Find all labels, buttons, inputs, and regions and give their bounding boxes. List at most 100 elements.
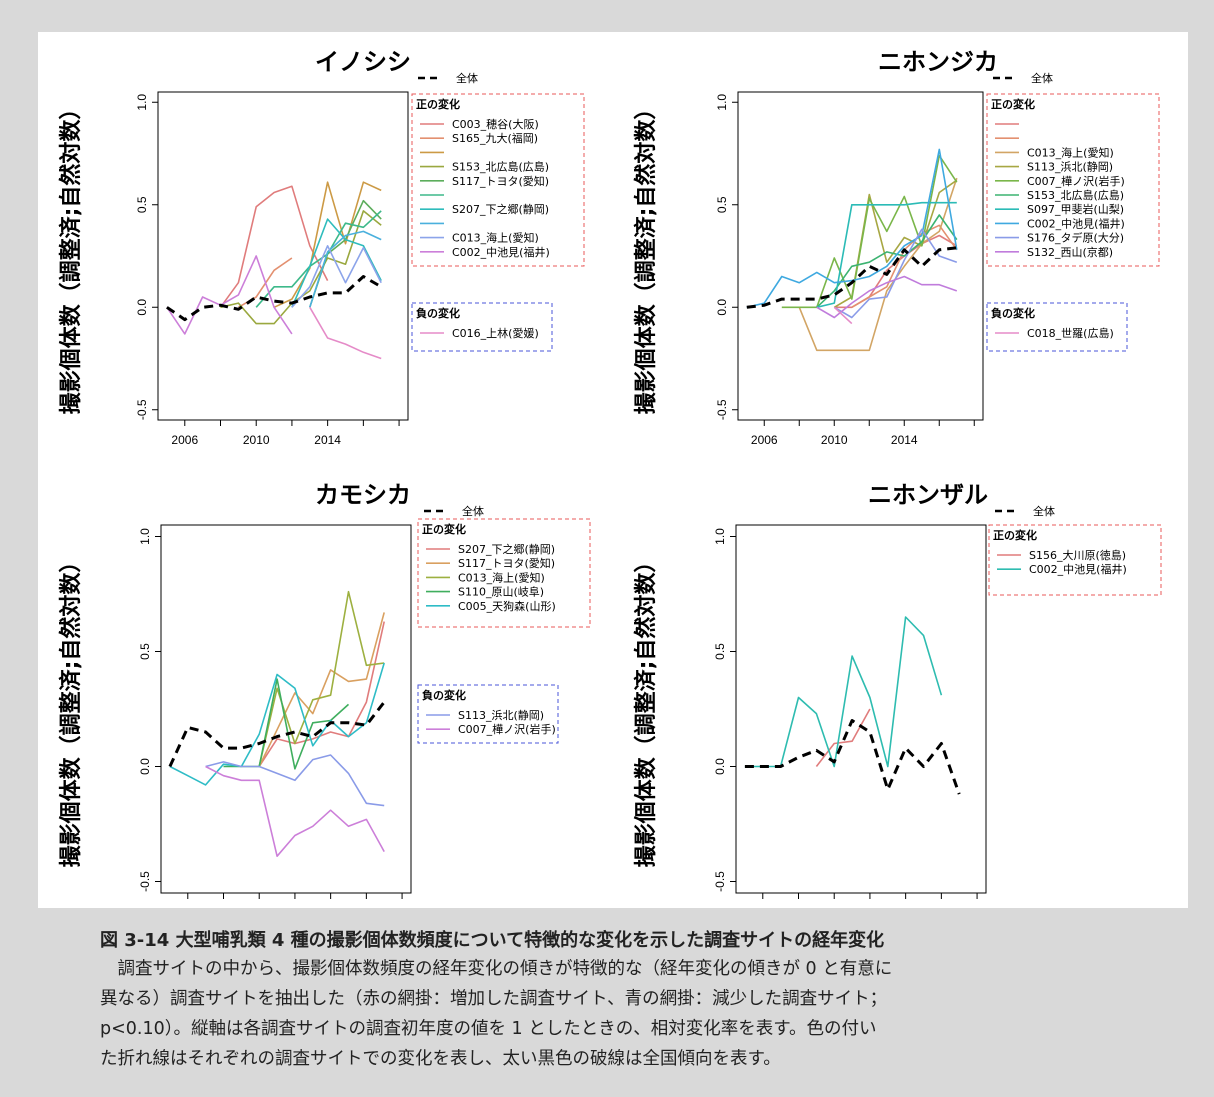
y-tick-label: -0.5 bbox=[715, 399, 729, 420]
legend-positive-box bbox=[986, 93, 1160, 267]
legend-positive-header: 正の変化 bbox=[991, 97, 1035, 111]
legend-positive-label: S153_北広島(広島) bbox=[1027, 188, 1124, 202]
series-line-positive bbox=[833, 179, 958, 308]
legend-negative-label: C007_樺ノ沢(岩手) bbox=[458, 722, 556, 736]
y-tick-label: 0.0 bbox=[135, 299, 149, 316]
legend-positive-label: S176_タデ原(大分) bbox=[1027, 231, 1124, 245]
caption-line: 異なる）調査サイトを抽出した（赤の網掛：増加した調査サイト、青の網掛：減少した調… bbox=[100, 989, 888, 1009]
series-line-positive bbox=[219, 185, 329, 308]
legend-positive-label: C003_穂谷(大阪) bbox=[452, 117, 539, 131]
legend-overall-label: 全体 bbox=[456, 71, 478, 85]
series-line-positive bbox=[291, 245, 382, 308]
series-line-positive bbox=[833, 228, 958, 319]
series-line-positive bbox=[166, 255, 293, 335]
y-tick-label: 0.0 bbox=[713, 758, 727, 775]
y-tick-label: 0.5 bbox=[715, 196, 729, 213]
y-axis-label: 撮影個体数（調整済;自然対数） bbox=[633, 551, 659, 868]
y-tick-label: -0.5 bbox=[135, 399, 149, 420]
x-tick-label: 2014 bbox=[891, 433, 918, 447]
y-tick-label: -0.5 bbox=[713, 871, 727, 892]
legend-positive-box bbox=[417, 518, 591, 628]
y-tick-label: 0.5 bbox=[135, 196, 149, 213]
y-axis-label: 撮影個体数（調整済;自然対数） bbox=[58, 98, 84, 415]
legend-positive-label: S207_下之郷(静岡) bbox=[458, 542, 555, 556]
y-tick-label: 1.0 bbox=[138, 528, 152, 545]
series-line-positive bbox=[746, 148, 958, 309]
y-tick-label: 0.5 bbox=[138, 643, 152, 660]
series-line-positive bbox=[258, 612, 385, 767]
chart-title: ニホンザル bbox=[868, 481, 988, 509]
legend-negative-header: 負の変化 bbox=[416, 306, 460, 320]
legend-positive-label: S117_トヨタ(愛知) bbox=[452, 174, 549, 188]
legend-overall-label: 全体 bbox=[1031, 71, 1053, 85]
legend-negative-header: 負の変化 bbox=[991, 306, 1035, 320]
legend-positive-label: C007_樺ノ沢(岩手) bbox=[1027, 174, 1125, 188]
overall-trend-line bbox=[744, 719, 961, 795]
x-tick-label: 2010 bbox=[246, 906, 273, 908]
x-tick-label: 2014 bbox=[892, 906, 919, 908]
legend-negative-box bbox=[411, 302, 553, 352]
plot-frame bbox=[735, 524, 987, 894]
legend-positive-header: 正の変化 bbox=[422, 522, 466, 536]
series-line-positive bbox=[258, 621, 385, 767]
legend-negative-box bbox=[417, 684, 559, 744]
x-tick-label: 2014 bbox=[314, 433, 341, 447]
x-tick-label: 2010 bbox=[821, 906, 848, 908]
plot-frame bbox=[737, 91, 984, 421]
legend-positive-label: S165_九大(福岡) bbox=[452, 131, 538, 145]
series-line-positive bbox=[781, 154, 958, 309]
y-axis-label: 撮影個体数（調整済;自然対数） bbox=[633, 98, 659, 415]
y-tick-label: 1.0 bbox=[713, 528, 727, 545]
legend-positive-header: 正の変化 bbox=[993, 528, 1037, 542]
legend-positive-label: S117_トヨタ(愛知) bbox=[458, 556, 555, 570]
series-line-positive bbox=[291, 218, 382, 308]
figure-caption: 図 3-14 大型哺乳類 4 種の撮影個体数頻度について特徴的な変化を示した調査… bbox=[100, 928, 1180, 1074]
y-axis-label: 撮影個体数（調整済;自然対数） bbox=[58, 551, 84, 868]
y-tick-label: 0.5 bbox=[713, 643, 727, 660]
series-line-positive bbox=[744, 616, 943, 768]
legend-positive-label: S156_大川原(徳島) bbox=[1029, 548, 1126, 562]
overall-trend-line bbox=[746, 246, 957, 309]
legend-positive-label: S207_下之郷(静岡) bbox=[452, 202, 549, 216]
series-line-negative bbox=[205, 765, 385, 858]
caption-line: た折れ線はそれぞれの調査サイトでの変化を表し、太い黒色の破線は全国傾向を表す。 bbox=[100, 1049, 781, 1069]
x-tick-label: 2010 bbox=[821, 433, 848, 447]
legend-positive-label: S110_原山(岐阜) bbox=[458, 586, 544, 599]
legend-positive-label: C002_中池見(福井) bbox=[1029, 562, 1127, 576]
legend-negative-label: S113_浜北(静岡) bbox=[458, 708, 544, 722]
y-tick-label: -0.5 bbox=[138, 871, 152, 892]
legend-positive-label: S153_北広島(広島) bbox=[452, 160, 549, 174]
series-line-negative bbox=[205, 754, 385, 807]
legend-positive-box bbox=[988, 524, 1162, 596]
overall-trend-line bbox=[168, 701, 386, 768]
series-line-positive bbox=[220, 210, 382, 325]
x-tick-label: 2006 bbox=[751, 433, 778, 447]
legend-positive-label: S113_浜北(静岡) bbox=[1027, 160, 1113, 174]
y-tick-label: 1.0 bbox=[135, 94, 149, 111]
legend-positive-label: C013_海上(愛知) bbox=[452, 231, 539, 245]
x-tick-label: 2006 bbox=[749, 906, 776, 908]
legend-positive-header: 正の変化 bbox=[416, 97, 460, 111]
caption-line: 調査サイトの中から、撮影個体数頻度の経年変化の傾きが特徴的な（経年変化の傾きが … bbox=[117, 959, 893, 979]
x-tick-label: 2010 bbox=[243, 433, 270, 447]
series-line-negative bbox=[833, 306, 853, 325]
series-line-positive bbox=[255, 210, 382, 308]
caption-body: 調査サイトの中から、撮影個体数頻度の経年変化の傾きが特徴的な（経年変化の傾きが … bbox=[100, 954, 1180, 1074]
series-line-positive bbox=[798, 177, 958, 352]
caption-title: 図 3-14 大型哺乳類 4 種の撮影個体数頻度について特徴的な変化を示した調査… bbox=[100, 930, 885, 951]
legend-positive-label: C013_海上(愛知) bbox=[458, 570, 545, 584]
legend-overall-label: 全体 bbox=[1033, 504, 1055, 518]
y-tick-label: 0.0 bbox=[138, 758, 152, 775]
legend-negative-label: C018_世羅(広島) bbox=[1027, 326, 1114, 340]
chart-title: イノシシ bbox=[315, 48, 411, 76]
legend-negative-label: C016_上林(愛媛) bbox=[452, 326, 539, 340]
x-tick-label: 2006 bbox=[174, 906, 201, 908]
x-tick-label: 2014 bbox=[317, 906, 344, 908]
legend-positive-box bbox=[411, 93, 585, 267]
chart-title: ニホンジカ bbox=[878, 48, 998, 76]
legend-positive-label: S132_西山(京都) bbox=[1027, 245, 1113, 259]
legend-overall-label: 全体 bbox=[462, 504, 484, 518]
